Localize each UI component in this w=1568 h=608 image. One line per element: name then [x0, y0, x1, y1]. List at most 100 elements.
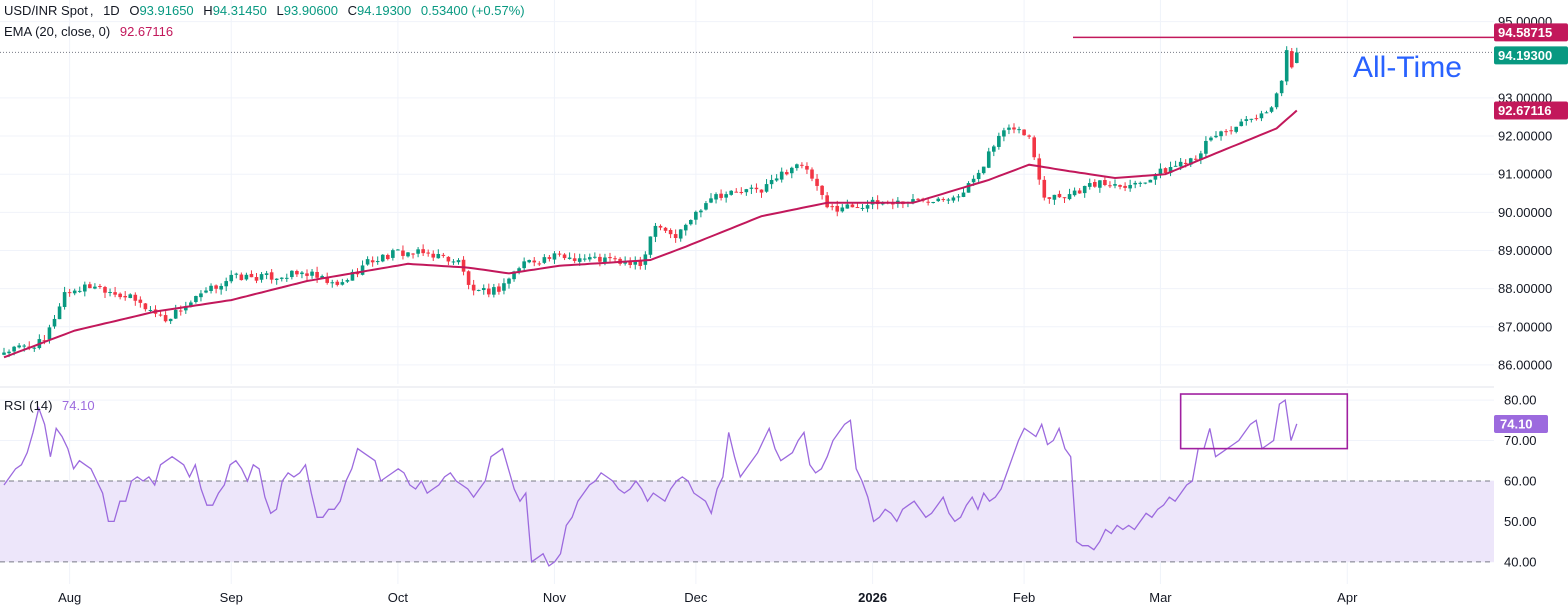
candle[interactable]: [1224, 129, 1228, 136]
candle[interactable]: [1087, 178, 1092, 190]
candle-body[interactable]: [582, 258, 587, 260]
candle-body[interactable]: [1027, 135, 1031, 137]
candle[interactable]: [476, 289, 481, 292]
candle-body[interactable]: [1042, 179, 1047, 198]
candle[interactable]: [653, 222, 658, 243]
candle[interactable]: [754, 183, 759, 193]
candle[interactable]: [562, 253, 567, 261]
candle[interactable]: [593, 252, 597, 259]
candle-body[interactable]: [1108, 185, 1112, 187]
candle-body[interactable]: [441, 254, 446, 256]
candle[interactable]: [1093, 179, 1097, 188]
candle[interactable]: [285, 273, 289, 282]
candle[interactable]: [52, 315, 57, 329]
candle[interactable]: [168, 318, 173, 324]
candle[interactable]: [638, 256, 643, 270]
ema-line[interactable]: [3, 109, 1298, 359]
candle-body[interactable]: [926, 201, 930, 203]
candle-body[interactable]: [911, 199, 915, 203]
candle-body[interactable]: [653, 225, 658, 237]
candle[interactable]: [396, 248, 400, 251]
candle-body[interactable]: [512, 271, 516, 280]
candle-body[interactable]: [1188, 158, 1193, 165]
candle-body[interactable]: [113, 292, 117, 295]
candle[interactable]: [1047, 197, 1052, 204]
candle[interactable]: [163, 311, 168, 323]
candle-body[interactable]: [1012, 127, 1016, 130]
candle[interactable]: [1289, 47, 1294, 69]
candle-body[interactable]: [173, 309, 178, 319]
candle-body[interactable]: [380, 254, 385, 262]
candle[interactable]: [456, 258, 461, 265]
candle[interactable]: [1163, 167, 1168, 174]
candle[interactable]: [1082, 185, 1087, 198]
candle-body[interactable]: [1214, 135, 1218, 138]
candle[interactable]: [1017, 126, 1021, 134]
candle[interactable]: [981, 166, 986, 175]
candle-body[interactable]: [779, 171, 784, 180]
candle-body[interactable]: [774, 178, 779, 181]
candle-body[interactable]: [724, 194, 728, 198]
candle[interactable]: [840, 203, 845, 213]
candle-body[interactable]: [916, 198, 920, 200]
candle[interactable]: [487, 283, 491, 298]
candle-body[interactable]: [507, 278, 511, 284]
candle[interactable]: [1158, 163, 1163, 179]
candle-body[interactable]: [986, 151, 991, 168]
candle-body[interactable]: [1098, 180, 1102, 188]
candle-body[interactable]: [810, 169, 814, 179]
candle[interactable]: [310, 268, 314, 279]
candle[interactable]: [699, 209, 703, 218]
candle[interactable]: [1214, 131, 1218, 139]
candle[interactable]: [956, 194, 961, 202]
candle-body[interactable]: [1178, 161, 1183, 167]
candle[interactable]: [441, 252, 446, 258]
candle[interactable]: [128, 293, 133, 299]
candle-body[interactable]: [759, 189, 764, 193]
candle-body[interactable]: [274, 278, 279, 280]
candle[interactable]: [714, 192, 718, 204]
candle-body[interactable]: [537, 263, 542, 265]
candle-body[interactable]: [466, 271, 471, 285]
candle[interactable]: [941, 197, 946, 202]
candle[interactable]: [608, 252, 612, 262]
candle-body[interactable]: [1173, 165, 1178, 167]
candle-body[interactable]: [562, 254, 567, 259]
candle[interactable]: [724, 191, 728, 203]
candle[interactable]: [330, 279, 335, 288]
candle[interactable]: [764, 179, 769, 193]
candle[interactable]: [527, 259, 531, 264]
candle[interactable]: [325, 272, 329, 285]
candle[interactable]: [805, 162, 809, 175]
candle-body[interactable]: [891, 203, 895, 205]
candle-body[interactable]: [557, 253, 562, 255]
candle-body[interactable]: [668, 229, 673, 235]
candle-body[interactable]: [158, 314, 163, 316]
candle-body[interactable]: [168, 318, 173, 322]
candle[interactable]: [1037, 153, 1042, 185]
candle[interactable]: [461, 256, 466, 276]
candle-body[interactable]: [739, 191, 744, 193]
candle[interactable]: [2, 347, 6, 356]
candle-body[interactable]: [12, 346, 16, 352]
candle-body[interactable]: [451, 261, 456, 263]
candle-body[interactable]: [1103, 179, 1107, 185]
candle-body[interactable]: [17, 345, 21, 348]
candle[interactable]: [547, 254, 552, 262]
candle[interactable]: [426, 249, 430, 257]
candle[interactable]: [1204, 136, 1208, 157]
candle[interactable]: [1072, 187, 1077, 197]
candle[interactable]: [254, 273, 259, 284]
candle[interactable]: [113, 286, 117, 298]
candle[interactable]: [1133, 180, 1137, 189]
candle-body[interactable]: [1194, 158, 1198, 160]
candle-body[interactable]: [138, 299, 143, 303]
candle[interactable]: [1103, 176, 1107, 187]
candle[interactable]: [1118, 184, 1122, 190]
candle-body[interactable]: [1123, 185, 1127, 188]
candle[interactable]: [224, 277, 228, 292]
candle-body[interactable]: [330, 282, 335, 284]
candle-body[interactable]: [769, 179, 774, 185]
candle[interactable]: [810, 167, 814, 182]
